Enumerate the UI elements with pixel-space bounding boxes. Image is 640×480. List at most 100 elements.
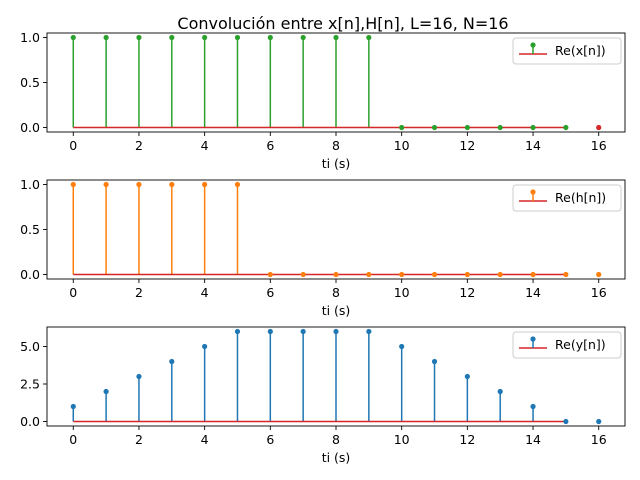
extra-marker — [596, 418, 602, 425]
stem-marker — [399, 271, 405, 278]
stem-marker — [497, 388, 503, 395]
stem-marker — [169, 181, 175, 188]
stem-marker — [530, 124, 536, 131]
stem-marker — [267, 271, 273, 278]
stem-marker — [530, 271, 536, 278]
stem-marker — [103, 388, 109, 395]
stem-marker — [136, 34, 142, 41]
y-tick-label: 0.0 — [20, 120, 40, 135]
y-tick-label: 5.0 — [20, 339, 40, 354]
stem-marker — [563, 124, 569, 131]
stem-marker — [464, 271, 470, 278]
chart-title: Convolución entre x[n],H[n], L=16, N=16 — [177, 14, 508, 33]
legend-box — [512, 184, 622, 212]
stem-marker — [70, 403, 76, 410]
x-tick-label: 12 — [459, 432, 475, 447]
stem-marker — [70, 181, 76, 188]
legend: Re(y[n]) — [512, 331, 622, 359]
legend-box — [512, 331, 622, 359]
x-tick-label: 16 — [591, 138, 607, 153]
stem-marker — [563, 418, 569, 425]
stem-marker — [169, 34, 175, 41]
legend-box — [512, 37, 622, 65]
x-tick-label: 4 — [201, 138, 209, 153]
stem-marker — [103, 34, 109, 41]
stem-marker — [431, 271, 438, 278]
stem-marker — [366, 271, 372, 278]
stem-marker — [234, 328, 241, 335]
x-axis-label: ti (s) — [322, 303, 351, 318]
stem-marker — [431, 124, 438, 131]
stem-marker — [399, 124, 405, 131]
x-tick-label: 4 — [201, 285, 209, 300]
extra-marker — [596, 271, 602, 278]
stem-marker — [202, 343, 208, 350]
stem-marker — [234, 34, 241, 41]
stem-marker — [333, 271, 339, 278]
x-tick-label: 0 — [69, 285, 77, 300]
stem-marker — [464, 124, 470, 131]
stem-marker — [70, 34, 76, 41]
stem-marker — [234, 181, 241, 188]
legend-marker-swatch — [530, 42, 536, 48]
legend: Re(h[n]) — [512, 184, 622, 212]
x-tick-label: 2 — [135, 285, 143, 300]
x-tick-label: 10 — [394, 285, 410, 300]
x-tick-label: 8 — [332, 138, 340, 153]
x-tick-label: 0 — [69, 138, 77, 153]
stem-marker — [267, 328, 273, 335]
x-tick-label: 16 — [591, 285, 607, 300]
stem-marker — [333, 34, 339, 41]
y-tick-label: 0.0 — [20, 267, 40, 282]
stem-marker — [136, 373, 142, 380]
stem-marker — [300, 271, 306, 278]
stem-marker — [136, 181, 142, 188]
x-tick-label: 14 — [525, 432, 541, 447]
extra-marker — [596, 124, 602, 131]
x-tick-label: 12 — [459, 138, 475, 153]
x-tick-label: 4 — [201, 432, 209, 447]
y-tick-label: 0.5 — [20, 222, 40, 237]
y-tick-label: 2.5 — [20, 377, 40, 392]
x-axis-label: ti (s) — [322, 450, 351, 465]
y-tick-label: 1.0 — [20, 177, 40, 192]
subplot-1: 0 2 4 6 8 10 12 14 16 0.0 0.5 1.0 ti (s) Re(x[n]) — [20, 30, 626, 171]
stem-marker — [497, 271, 503, 278]
legend-label: Re(y[n]) — [555, 337, 606, 352]
legend-label: Re(h[n]) — [555, 190, 606, 205]
x-tick-label: 2 — [135, 138, 143, 153]
x-tick-label: 14 — [525, 285, 541, 300]
x-tick-label: 0 — [69, 432, 77, 447]
stem-marker — [464, 373, 470, 380]
stem-marker — [300, 328, 306, 335]
x-tick-label: 2 — [135, 432, 143, 447]
stem-marker — [366, 328, 372, 335]
x-axis-label: ti (s) — [322, 156, 351, 171]
subplot-3: 0 2 4 6 8 10 12 14 16 0.0 2.5 5.0 ti (s) Re(y[n]) — [20, 326, 626, 465]
x-tick-label: 6 — [266, 138, 274, 153]
stem-marker — [300, 34, 306, 41]
x-tick-label: 6 — [266, 432, 274, 447]
stem-marker — [103, 181, 109, 188]
stem-marker — [202, 34, 208, 41]
x-tick-label: 10 — [394, 432, 410, 447]
stem-marker — [431, 358, 438, 365]
legend-marker-swatch — [530, 189, 536, 195]
x-tick-label: 16 — [591, 432, 607, 447]
legend-label: Re(x[n]) — [555, 43, 606, 58]
subplot-2: 0 2 4 6 8 10 12 14 16 0.0 0.5 1.0 ti (s) Re(h[n]) — [20, 177, 626, 318]
x-tick-label: 12 — [459, 285, 475, 300]
stem-marker — [169, 358, 175, 365]
y-tick-label: 0.0 — [20, 414, 40, 429]
x-tick-label: 8 — [332, 285, 340, 300]
y-tick-label: 1.0 — [20, 30, 40, 45]
stem-marker — [497, 124, 503, 131]
stem-marker — [333, 328, 339, 335]
legend: Re(x[n]) — [512, 37, 622, 65]
stem-marker — [530, 403, 536, 410]
stem-marker — [399, 343, 405, 350]
stem-marker — [267, 34, 273, 41]
stem-marker — [366, 34, 372, 41]
